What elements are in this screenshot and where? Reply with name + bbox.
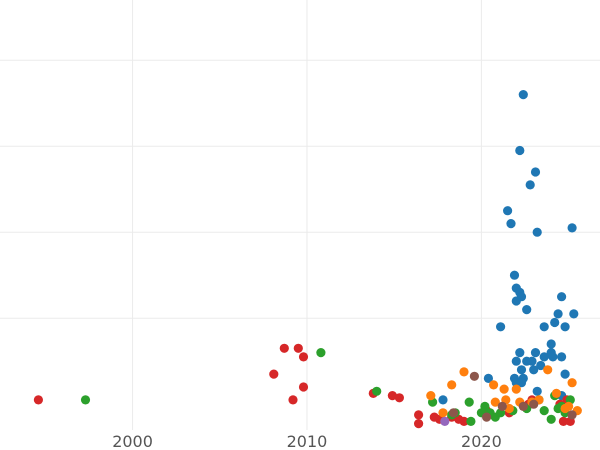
point-blue-22 (515, 348, 525, 358)
data-points (33, 90, 582, 429)
point-orange-4 (499, 384, 509, 394)
point-blue-20 (560, 322, 570, 332)
point-blue-18 (550, 317, 560, 328)
point-blue-28 (527, 356, 537, 366)
point-blue-2 (525, 180, 535, 190)
point-red-5 (298, 382, 309, 392)
point-blue-19 (539, 322, 549, 332)
point-red-10 (414, 410, 424, 420)
point-orange-3 (489, 380, 499, 390)
point-green-14 (539, 406, 549, 416)
point-blue-40 (532, 386, 542, 396)
point-blue-37 (483, 373, 493, 383)
point-blue-1 (515, 145, 525, 156)
point-brown-0 (469, 371, 479, 381)
point-brown-5 (529, 399, 539, 409)
point-orange-11 (551, 388, 562, 398)
point-blue-12 (511, 296, 521, 306)
point-blue-6 (532, 227, 542, 237)
x-tick-label-2010: 2010 (287, 432, 328, 450)
gridlines (0, 0, 600, 430)
point-blue-30 (548, 352, 558, 362)
x-tick-label-2000: 2000 (112, 432, 153, 450)
point-brown-6 (567, 410, 577, 420)
point-blue-33 (529, 365, 539, 375)
point-green-6 (466, 416, 476, 426)
point-blue-32 (516, 365, 527, 375)
point-brown-2 (448, 408, 459, 418)
point-red-2 (293, 343, 303, 353)
point-red-0 (33, 395, 44, 405)
point-blue-29 (536, 360, 546, 371)
point-orange-10 (543, 365, 553, 375)
point-orange-1 (447, 380, 457, 390)
point-blue-17 (496, 322, 506, 332)
point-green-2 (372, 386, 382, 396)
point-blue-15 (553, 309, 563, 319)
point-purple-0 (440, 416, 450, 426)
point-blue-13 (557, 292, 567, 302)
point-red-8 (387, 391, 397, 401)
point-orange-12 (567, 378, 577, 388)
point-blue-21 (546, 339, 556, 349)
point-blue-0 (518, 90, 528, 100)
point-green-1 (316, 348, 326, 358)
point-orange-18 (564, 401, 574, 411)
point-brown-1 (497, 401, 507, 411)
point-blue-34 (560, 369, 570, 379)
point-blue-39 (516, 378, 527, 388)
point-brown-4 (518, 401, 528, 411)
point-red-9 (394, 393, 404, 403)
point-blue-3 (530, 167, 541, 177)
point-red-6 (288, 395, 298, 405)
point-green-5 (464, 397, 474, 407)
x-axis-ticks: 2000 2010 2020 (112, 432, 502, 450)
point-orange-16 (504, 403, 514, 414)
x-tick-label-2020: 2020 (461, 432, 502, 450)
point-blue-7 (567, 223, 577, 233)
point-blue-42 (438, 395, 448, 405)
point-red-16 (459, 416, 469, 426)
point-orange-2 (426, 391, 436, 401)
point-brown-3 (482, 412, 492, 422)
point-orange-15 (438, 408, 448, 418)
point-blue-4 (503, 206, 513, 216)
point-blue-23 (530, 348, 541, 358)
point-red-23 (558, 416, 569, 426)
point-green-0 (80, 395, 91, 405)
point-orange-0 (459, 367, 469, 377)
point-orange-6 (490, 397, 500, 407)
point-blue-8 (509, 270, 520, 280)
point-blue-5 (506, 219, 516, 229)
point-blue-31 (557, 352, 567, 362)
point-red-11 (414, 419, 424, 429)
point-blue-25 (511, 356, 521, 366)
point-blue-14 (522, 305, 532, 315)
point-red-4 (269, 369, 279, 379)
point-orange-5 (511, 384, 521, 394)
point-blue-16 (569, 309, 579, 319)
point-blue-26 (539, 352, 549, 362)
point-red-1 (279, 343, 289, 353)
point-green-15 (546, 414, 556, 424)
point-green-8 (480, 401, 490, 411)
point-red-3 (298, 352, 309, 362)
